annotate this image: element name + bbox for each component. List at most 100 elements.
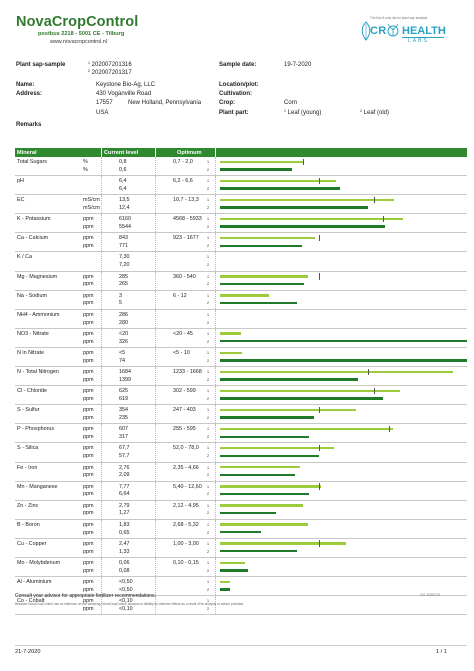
value-sample-1: 13,5 [119, 197, 130, 204]
mineral-name: pH [17, 178, 24, 185]
sample-index-2: 2 [207, 244, 209, 249]
sample-index-1: 1 [207, 389, 209, 394]
value-sample-1: 2,76 [119, 464, 130, 471]
plant-part-label: Plant part: [219, 110, 249, 116]
customer-name: Keystone Bio-Ag, LLC [96, 82, 156, 88]
level-bar-sample-1 [220, 485, 322, 488]
cultivation-label: Cultivation: [219, 91, 252, 97]
sample-index-1: 1 [207, 560, 209, 565]
optimum-marker [318, 177, 320, 185]
header-mineral: Mineral [17, 149, 37, 156]
unit-1: ppm [83, 464, 94, 471]
table-row: Zn - Zinc ppm ppm 2,79 1,27 2,12 - 4,95 1 2 [15, 500, 467, 520]
mineral-name: Cu - Copper [17, 540, 47, 547]
address-zip: 17557 [96, 100, 113, 106]
value-sample-1: 3 [119, 292, 122, 299]
unit-1: ppm [83, 445, 94, 452]
value-sample-2: 74 [119, 357, 125, 364]
value-sample-2: <0,50 [119, 586, 133, 593]
optimum-range: 255 - 595 [173, 426, 196, 433]
optimum-range: 52,0 - 78,0 [173, 445, 199, 452]
optimum-marker [318, 234, 320, 242]
level-bar-sample-2 [220, 454, 319, 457]
lab-address: postbus 2218 - 5001 CE - Tilburg [38, 31, 125, 37]
sample-index-2: 2 [207, 263, 209, 268]
unit-1: ppm [83, 559, 94, 566]
sample-index-2: 2 [207, 339, 209, 344]
unit-1: % [83, 159, 88, 165]
unit-2: ppm [83, 415, 94, 422]
sample-index-2: 2 [207, 167, 209, 172]
value-sample-1: 354 [119, 407, 128, 414]
optimum-range: 5,40 - 12,60 [173, 483, 202, 490]
unit-2: ppm [83, 338, 94, 345]
optimum-range: 2,12 - 4,95 [173, 502, 199, 509]
unit-2: ppm [83, 586, 94, 593]
level-bar-sample-1 [220, 561, 245, 564]
value-sample-2: 619 [119, 395, 128, 402]
table-row: N - Total Nitrogen ppm ppm 1684 1399 1233 - 1… [15, 367, 467, 387]
table-row: S - Silica ppm ppm 67,7 57,7 52,0 - 78,0 1 2 [15, 443, 467, 463]
value-sample-1: 2,47 [119, 540, 130, 547]
unit-2: ppm [83, 453, 94, 460]
optimum-marker [318, 273, 320, 280]
table-row: N in Nitrate ppm ppm <5 74 <5 - 10 1 2 [15, 347, 467, 368]
optimum-range: <5 - 10 [173, 349, 190, 356]
optimum-range: 0,7 - 2,0 [173, 159, 193, 165]
name-label: Name: [16, 82, 35, 88]
value-sample-2: 265 [119, 281, 128, 288]
optimum-range: 10,7 - 13,3 [173, 197, 199, 204]
value-sample-2: 317 [119, 434, 128, 441]
mineral-name: S - Silica [17, 445, 39, 452]
optimum-marker [368, 368, 369, 376]
optimum-range: 1,00 - 3,00 [173, 540, 199, 547]
sample-index-1: 1 [207, 255, 209, 260]
unit-2: ppm [83, 472, 94, 479]
sample-index-2: 2 [207, 377, 209, 382]
sample-index-1: 1 [207, 541, 209, 546]
table-row: Cu - Copper ppm ppm 2,47 1,33 1,00 - 3,00 1 2 [15, 538, 467, 558]
unit-2: ppm [83, 357, 94, 364]
disclaimer: Because NovaCropControl has no influence… [15, 602, 245, 606]
value-sample-1: 1,83 [119, 521, 130, 528]
mineral-name: P - Phosphorus [17, 426, 55, 433]
brand-divider [402, 37, 444, 38]
unit-1: ppm [83, 598, 94, 605]
sample-index-1: 1 [207, 179, 209, 184]
crop-value: Corn [284, 100, 298, 106]
level-bar-sample-2 [220, 530, 261, 534]
table-row: P - Phosphorus ppm ppm 607 317 255 - 595 1 2 [15, 424, 467, 444]
value-sample-1: 607 [119, 426, 128, 433]
unit-1: ppm [83, 407, 94, 414]
value-sample-2: <0,10 [119, 605, 133, 612]
value-sample-1: 67,7 [119, 445, 130, 452]
value-sample-1: 285 [119, 273, 128, 280]
value-sample-2: 7,20 [119, 262, 130, 269]
level-bar-sample-2 [220, 282, 304, 286]
optimum-range: 2,68 - 5,32 [173, 521, 199, 528]
mineral-name: Cl - Chloride [17, 388, 47, 395]
table-row: K / Ca 7,30 7,20 1 2 [15, 252, 467, 272]
results-table: Mineral Current level Optimum Total Suga… [15, 148, 467, 616]
optimum-range: 6,2 - 6,6 [173, 178, 193, 185]
sample-index-2: 2 [207, 454, 209, 459]
sample-index-1: 1 [207, 312, 209, 317]
value-sample-1: 0,8 [119, 159, 127, 165]
level-bar-sample-1 [220, 198, 395, 202]
mineral-name: Al - Aluminium [17, 579, 52, 586]
sample-index-1: 1 [207, 274, 209, 279]
mineral-name: N in Nitrate [17, 349, 44, 356]
value-sample-2: 6,4 [119, 185, 127, 192]
level-bar-sample-1 [220, 351, 243, 354]
brand-labs: LABS [408, 38, 429, 44]
optimum-marker [318, 540, 320, 547]
table-row: pH 6,4 6,4 6,2 - 6,6 1 2 [15, 176, 467, 196]
brand-crop: CR [370, 25, 387, 37]
level-bar-sample-1 [220, 275, 308, 278]
mineral-name: K / Ca [17, 254, 32, 261]
value-sample-1: 6160 [119, 216, 131, 223]
unit-2: ppm [83, 319, 94, 326]
table-row: Cl - Chloride ppm ppm 625 619 302 - 599 1 2 [15, 386, 467, 406]
mineral-name: Zn - Zinc [17, 502, 39, 509]
value-sample-2: 5 [119, 300, 122, 307]
